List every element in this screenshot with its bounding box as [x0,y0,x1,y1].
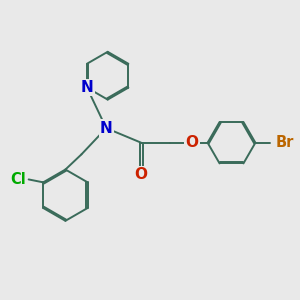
Text: N: N [81,80,93,95]
Text: O: O [186,135,199,150]
Text: Cl: Cl [10,172,26,187]
Text: N: N [100,121,112,136]
Text: O: O [135,167,148,182]
Text: Br: Br [276,135,294,150]
